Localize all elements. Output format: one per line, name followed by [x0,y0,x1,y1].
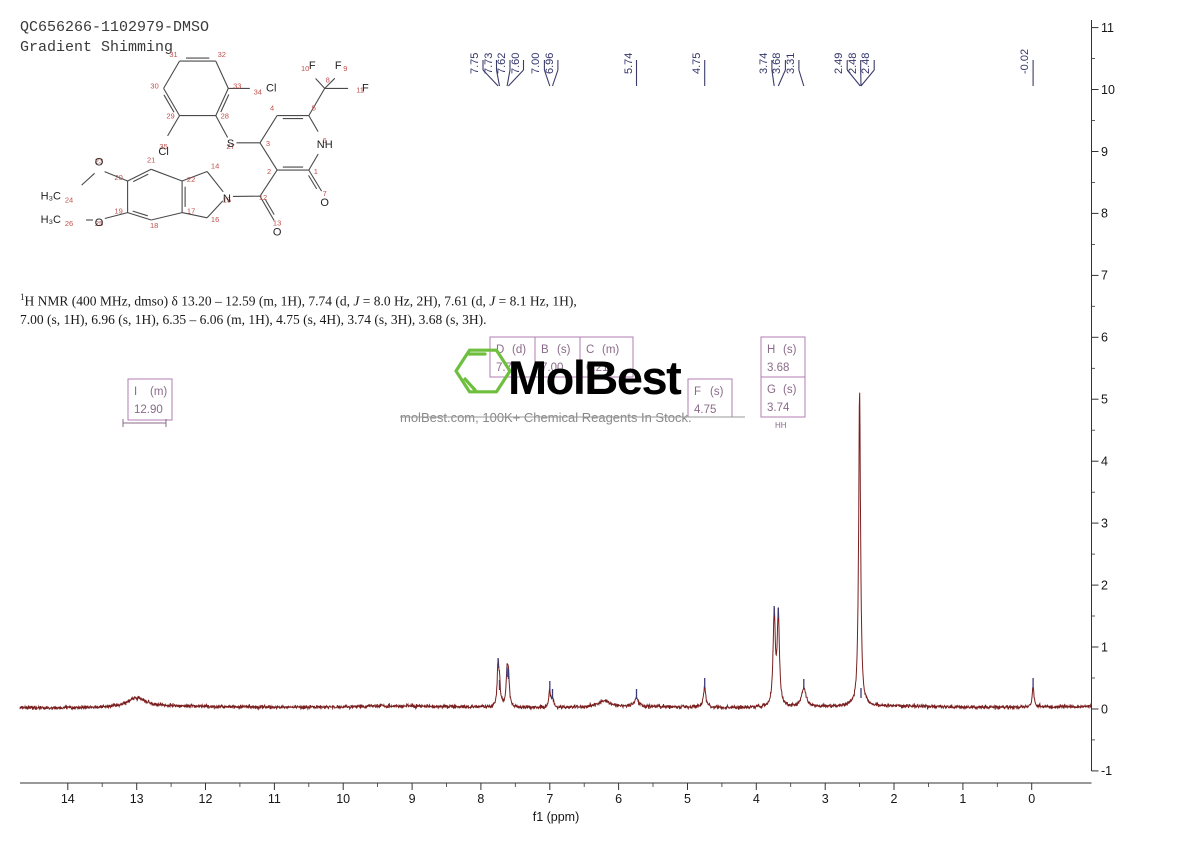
svg-text:HH: HH [775,421,787,430]
svg-text:MolBest: MolBest [508,351,682,404]
svg-text:3.74: 3.74 [767,402,790,414]
svg-text:4.75: 4.75 [694,404,716,416]
svg-text:(s): (s) [710,386,724,398]
svg-text:3.68: 3.68 [767,362,789,374]
svg-text:12.90: 12.90 [134,404,163,416]
svg-text:(s): (s) [783,384,797,396]
svg-text:(m): (m) [150,386,167,398]
svg-text:G: G [767,384,776,396]
svg-text:(s): (s) [783,344,797,356]
svg-text:F: F [694,386,701,398]
svg-text:H: H [767,344,775,356]
svg-text:I: I [134,386,137,398]
